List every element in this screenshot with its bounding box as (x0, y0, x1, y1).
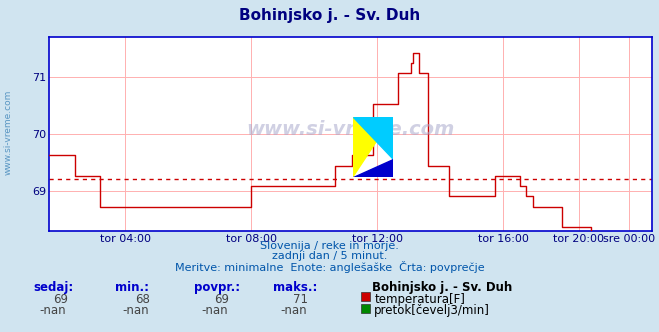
Text: Bohinjsko j. - Sv. Duh: Bohinjsko j. - Sv. Duh (239, 8, 420, 23)
Text: 69: 69 (214, 293, 229, 306)
Text: povpr.:: povpr.: (194, 281, 241, 293)
Text: -nan: -nan (280, 304, 306, 317)
Text: -nan: -nan (122, 304, 148, 317)
Text: sedaj:: sedaj: (33, 281, 73, 293)
Text: www.si-vreme.com: www.si-vreme.com (246, 120, 455, 139)
Text: maks.:: maks.: (273, 281, 318, 293)
Text: 71: 71 (293, 293, 308, 306)
Text: pretok[čevelj3/min]: pretok[čevelj3/min] (374, 304, 490, 317)
Text: www.si-vreme.com: www.si-vreme.com (3, 90, 13, 176)
Text: -nan: -nan (201, 304, 227, 317)
Text: -nan: -nan (40, 304, 66, 317)
Polygon shape (353, 117, 393, 177)
Text: temperatura[F]: temperatura[F] (374, 293, 465, 306)
Text: Slovenija / reke in morje.: Slovenija / reke in morje. (260, 241, 399, 251)
Text: 69: 69 (53, 293, 68, 306)
Polygon shape (353, 117, 393, 159)
Polygon shape (353, 159, 393, 177)
Text: zadnji dan / 5 minut.: zadnji dan / 5 minut. (272, 251, 387, 261)
Text: 68: 68 (135, 293, 150, 306)
Text: Bohinjsko j. - Sv. Duh: Bohinjsko j. - Sv. Duh (372, 281, 513, 293)
Text: min.:: min.: (115, 281, 150, 293)
Text: Meritve: minimalne  Enote: anglešaške  Črta: povprečje: Meritve: minimalne Enote: anglešaške Črt… (175, 261, 484, 273)
